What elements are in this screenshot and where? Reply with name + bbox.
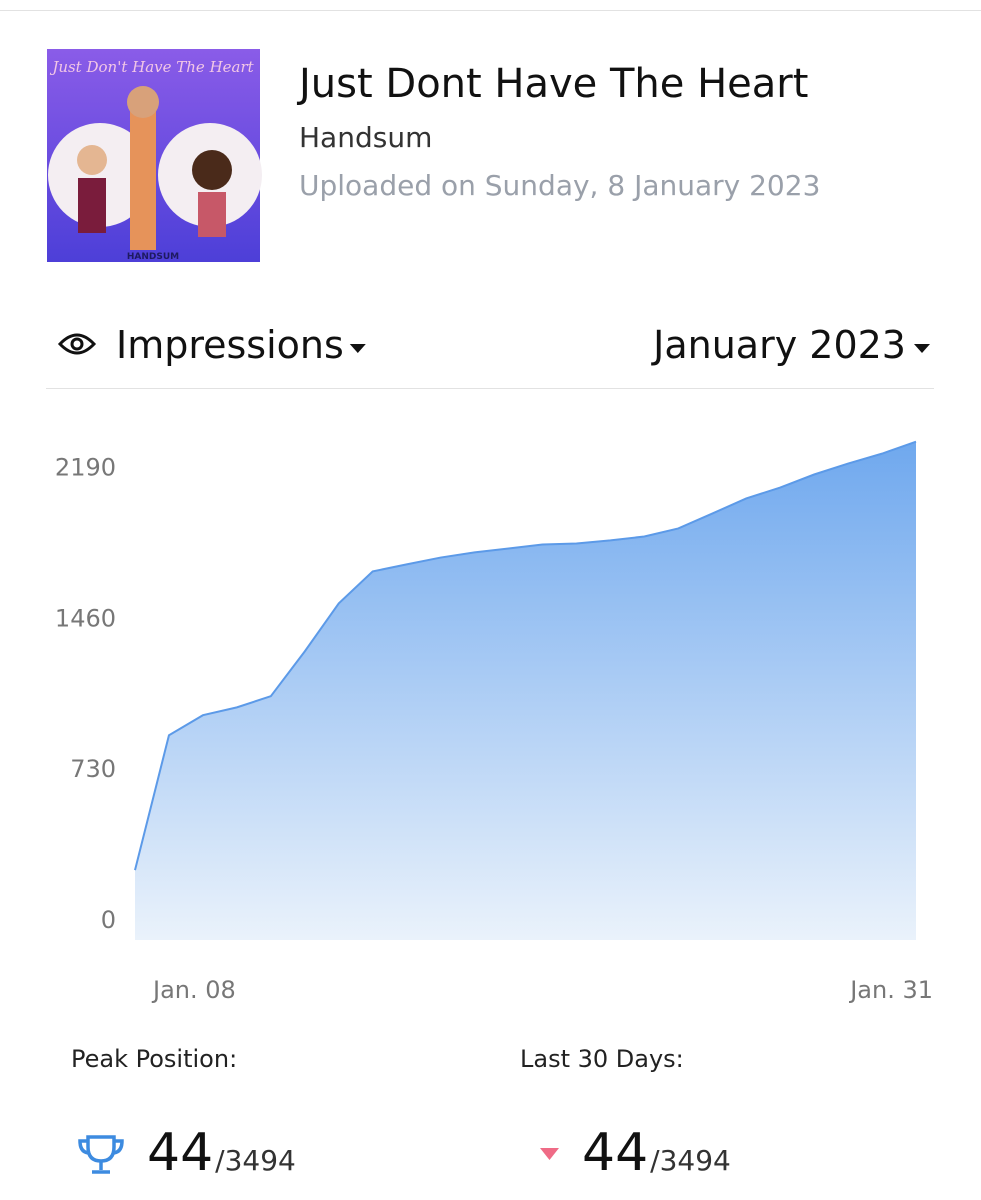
cover-artist: HANDSUM xyxy=(127,252,179,262)
dropdown-arrow xyxy=(349,344,366,353)
y-tick-label: 1460 xyxy=(55,604,116,632)
y-tick-label: 0 xyxy=(101,906,116,934)
upload-date: Uploaded on Sunday, 8 January 2023 xyxy=(299,169,820,202)
stat-total: /3494 xyxy=(650,1144,731,1177)
line xyxy=(134,440,917,871)
y-tick-label: 2190 xyxy=(55,454,116,482)
stat-value: 44 xyxy=(582,1123,648,1183)
down-icon xyxy=(540,1148,559,1160)
stat-total: /3494 xyxy=(215,1144,296,1177)
y-tick-label: 730 xyxy=(70,755,116,783)
cover-art: Just Don't Have The Heart HANDSUM xyxy=(47,49,262,262)
cover-title: Just Don't Have The Heart xyxy=(49,58,254,76)
stat-value: 44 xyxy=(147,1123,213,1183)
stat-label: Last 30 Days: xyxy=(520,1045,684,1073)
chart: 0 730 1460 2190 Jan. 08 Jan. 31 xyxy=(55,440,933,1004)
stat-label: Peak Position: xyxy=(71,1045,237,1073)
x-tick-label: Jan. 08 xyxy=(151,976,236,1004)
track-title: Just Dont Have The Heart xyxy=(296,61,808,107)
eye-icon xyxy=(57,333,97,355)
x-tick-label: Jan. 31 xyxy=(848,976,933,1004)
dropdown-arrow xyxy=(914,344,930,353)
period-select[interactable]: January 2023 xyxy=(651,323,906,367)
trophy-icon xyxy=(78,1135,124,1174)
artist: Handsum xyxy=(299,121,432,154)
metric-select[interactable]: Impressions xyxy=(116,323,344,367)
area-fill xyxy=(135,441,916,940)
